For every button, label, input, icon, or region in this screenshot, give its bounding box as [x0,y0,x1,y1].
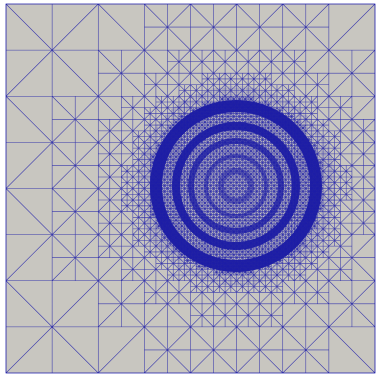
fine-mesh-hatch [136,86,336,286]
dense-ring-3 [188,138,284,234]
mesh-edges [5,3,376,374]
dense-ring-4 [204,154,268,218]
triangle-edges [5,3,376,374]
